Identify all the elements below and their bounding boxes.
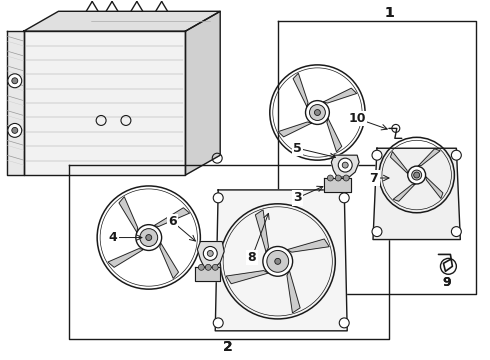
Circle shape xyxy=(8,123,22,137)
Polygon shape xyxy=(331,155,359,177)
Circle shape xyxy=(205,264,211,270)
Text: 5: 5 xyxy=(293,142,302,155)
Circle shape xyxy=(213,193,223,203)
Circle shape xyxy=(339,318,349,328)
Circle shape xyxy=(213,318,223,328)
Text: 9: 9 xyxy=(442,276,451,289)
Polygon shape xyxy=(197,242,224,267)
Circle shape xyxy=(339,193,349,203)
Circle shape xyxy=(335,175,341,181)
Text: 6: 6 xyxy=(168,215,177,228)
Circle shape xyxy=(198,264,204,270)
Circle shape xyxy=(343,175,349,181)
Polygon shape xyxy=(196,267,220,281)
Circle shape xyxy=(372,227,382,237)
Polygon shape xyxy=(391,152,408,174)
Circle shape xyxy=(306,100,329,125)
Circle shape xyxy=(8,74,22,88)
Polygon shape xyxy=(425,176,443,198)
Text: 10: 10 xyxy=(348,112,366,125)
Text: 8: 8 xyxy=(247,251,256,264)
Polygon shape xyxy=(293,73,308,107)
Polygon shape xyxy=(215,190,347,331)
Text: 4: 4 xyxy=(109,231,118,244)
Text: 2: 2 xyxy=(223,340,233,354)
Polygon shape xyxy=(287,239,329,252)
Polygon shape xyxy=(393,184,416,201)
Polygon shape xyxy=(160,243,178,278)
Polygon shape xyxy=(24,31,185,175)
Circle shape xyxy=(275,258,281,264)
Circle shape xyxy=(414,172,419,178)
Circle shape xyxy=(263,247,293,276)
Text: 1: 1 xyxy=(384,6,394,20)
Circle shape xyxy=(412,170,421,180)
Circle shape xyxy=(408,166,426,184)
Polygon shape xyxy=(418,149,440,166)
Polygon shape xyxy=(323,88,357,103)
Circle shape xyxy=(327,175,333,181)
Polygon shape xyxy=(108,249,144,267)
Polygon shape xyxy=(226,271,269,284)
Polygon shape xyxy=(373,148,460,239)
Circle shape xyxy=(136,225,162,251)
Circle shape xyxy=(267,251,289,272)
Circle shape xyxy=(342,162,348,168)
Circle shape xyxy=(146,235,152,240)
Text: 3: 3 xyxy=(294,192,302,204)
Polygon shape xyxy=(154,208,190,226)
Text: 2: 2 xyxy=(223,340,233,354)
Polygon shape xyxy=(278,122,312,137)
Polygon shape xyxy=(255,210,269,252)
Polygon shape xyxy=(324,178,351,192)
Circle shape xyxy=(315,109,320,116)
Circle shape xyxy=(310,105,325,121)
Circle shape xyxy=(212,264,218,270)
Text: 1: 1 xyxy=(384,6,394,20)
Circle shape xyxy=(12,78,18,84)
Circle shape xyxy=(12,127,18,133)
Text: 9: 9 xyxy=(442,276,451,289)
Polygon shape xyxy=(185,11,220,175)
Circle shape xyxy=(140,229,158,247)
Polygon shape xyxy=(7,31,24,175)
Circle shape xyxy=(451,227,461,237)
Circle shape xyxy=(338,158,352,172)
Circle shape xyxy=(203,247,217,260)
Polygon shape xyxy=(119,197,138,233)
Circle shape xyxy=(372,150,382,160)
Polygon shape xyxy=(327,118,342,152)
Text: 7: 7 xyxy=(369,171,378,185)
Polygon shape xyxy=(287,271,300,313)
Polygon shape xyxy=(24,11,220,31)
Circle shape xyxy=(451,150,461,160)
Circle shape xyxy=(207,251,213,256)
